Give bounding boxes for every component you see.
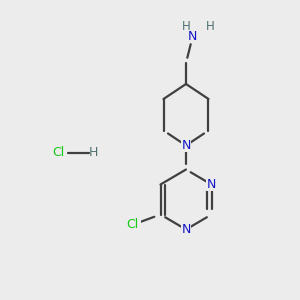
Bar (123, 219, 141, 231)
Text: Cl: Cl (52, 146, 64, 160)
Text: N: N (181, 223, 191, 236)
Bar (187, 30, 197, 42)
Text: H: H (88, 146, 98, 160)
Bar (181, 224, 191, 236)
Text: N: N (181, 139, 191, 152)
Bar (206, 178, 217, 190)
Text: H: H (182, 20, 190, 34)
Bar (181, 140, 191, 152)
Text: Cl: Cl (126, 218, 138, 232)
Text: N: N (187, 29, 197, 43)
Text: N: N (207, 178, 216, 191)
Text: H: H (206, 20, 214, 34)
